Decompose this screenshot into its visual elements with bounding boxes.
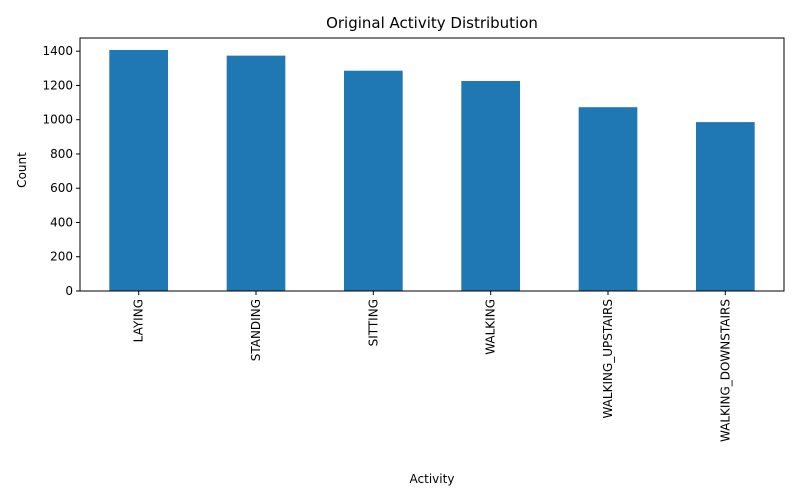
x-tick-label: SITTING [366, 299, 380, 346]
chart-title: Original Activity Distribution [326, 14, 538, 32]
bar-standing [226, 55, 286, 292]
y-axis-ticks: 0 200 400 600 800 1000 1200 1400 [42, 44, 80, 298]
x-tick-label: WALKING_UPSTAIRS [601, 299, 615, 419]
x-tick-label: LAYING [132, 299, 146, 342]
y-tick-label: 800 [50, 147, 73, 161]
x-tick-label: STANDING [249, 299, 263, 361]
bar-sitting [344, 70, 403, 291]
y-tick-label: 400 [50, 215, 73, 229]
bars-group [109, 49, 755, 292]
x-axis-ticks: LAYING STANDING SITTING WALKING WALKING_UPST… [132, 291, 732, 442]
y-tick-label: 1000 [42, 113, 73, 127]
x-tick-label: WALKING_DOWNSTAIRS [718, 299, 732, 442]
bar-walking [461, 80, 520, 291]
x-axis-label: Activity [410, 472, 455, 486]
bar-walking-upstairs [578, 107, 638, 291]
y-axis-label: Count [15, 152, 29, 188]
x-tick-label: WALKING [484, 299, 498, 355]
y-tick-label: 0 [65, 284, 73, 298]
plot-frame [79, 37, 785, 292]
y-tick-label: 200 [50, 250, 73, 264]
y-tick-label: 1200 [42, 78, 73, 92]
y-tick-label: 600 [50, 181, 73, 195]
bar-laying [109, 49, 168, 291]
y-tick-label: 1400 [42, 44, 73, 58]
bar-walking-downstairs [696, 122, 755, 291]
